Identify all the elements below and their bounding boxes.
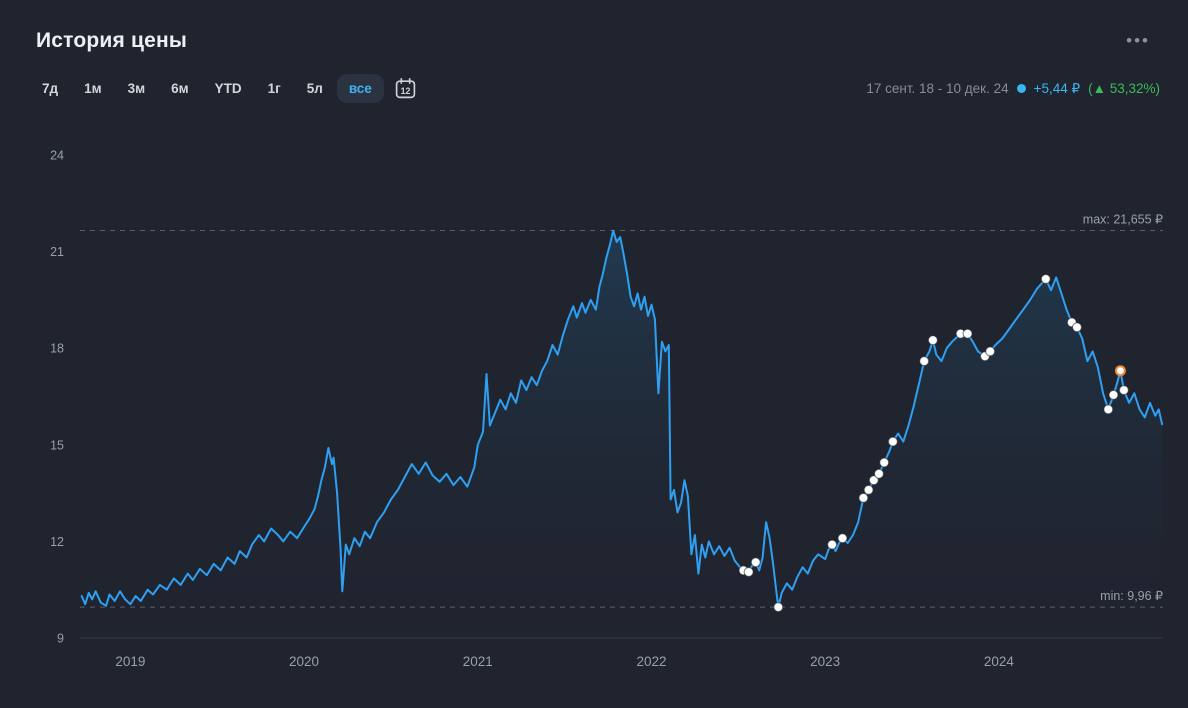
card-header: История цены •••	[0, 0, 1188, 55]
dividend-marker[interactable]	[1040, 273, 1051, 285]
x-axis-label: 2019	[115, 654, 145, 669]
dividend-marker[interactable]	[750, 557, 761, 568]
y-axis-label: 12	[50, 535, 64, 549]
page-title: История цены	[36, 28, 188, 52]
date-range-label: 17 сент. 18 - 10 дек. 24	[866, 81, 1009, 96]
period-button-7д[interactable]: 7д	[30, 74, 70, 104]
dividend-marker[interactable]	[985, 346, 996, 357]
dividend-marker[interactable]	[1118, 385, 1130, 396]
dividend-marker[interactable]	[1071, 322, 1083, 333]
dividend-marker[interactable]	[887, 436, 899, 447]
x-axis-label: 2021	[463, 654, 493, 669]
more-menu-button[interactable]: •••	[1124, 26, 1152, 55]
y-axis-label: 21	[50, 245, 64, 259]
dividend-marker[interactable]	[826, 539, 838, 550]
x-axis-label: 2020	[289, 654, 319, 669]
dividend-marker[interactable]	[858, 492, 869, 503]
dividend-marker[interactable]	[919, 356, 930, 367]
price-chart[interactable]: max: 21,655 ₽ min: 9,96 ₽ 24 21 18 15 12 9 2019 2…	[0, 118, 1188, 708]
period-button-3м[interactable]: 3м	[116, 74, 158, 104]
y-axis-label: 9	[57, 632, 64, 646]
dividend-marker[interactable]	[927, 335, 939, 346]
x-axis-label: 2023	[810, 654, 840, 669]
dividend-marker-highlight[interactable]	[1114, 365, 1126, 377]
x-axis-label: 2022	[636, 654, 666, 669]
more-icon: •••	[1126, 31, 1150, 50]
dividend-marker[interactable]	[879, 457, 890, 468]
dividend-marker[interactable]	[773, 602, 784, 613]
dividend-marker[interactable]	[962, 328, 973, 339]
chart-toolbar: 7д 1м 3м 6м YTD 1г 5л все 12 17 сент. 18 - 10 д…	[0, 55, 1188, 104]
price-change-percent: (▲ 53,32%)	[1088, 81, 1160, 96]
dividend-marker[interactable]	[1103, 404, 1114, 415]
dividend-marker[interactable]	[873, 468, 885, 479]
period-selector: 7д 1м 3м 6м YTD 1г 5л все	[30, 73, 384, 104]
min-label: min: 9,96 ₽	[1100, 589, 1163, 603]
price-dot-icon	[1016, 84, 1026, 93]
period-button-5л[interactable]: 5л	[295, 74, 335, 104]
dividend-marker[interactable]	[1108, 389, 1119, 400]
price-area-fill	[81, 230, 1163, 638]
calendar-day-label: 12	[400, 86, 410, 96]
y-axis-label: 18	[50, 342, 64, 356]
calendar-button[interactable]: 12	[388, 73, 423, 104]
dividend-marker[interactable]	[863, 484, 874, 495]
dividend-marker[interactable]	[743, 566, 754, 578]
period-button-6м[interactable]: 6м	[159, 74, 201, 104]
period-button-все[interactable]: все	[336, 73, 384, 104]
y-axis-label: 15	[50, 438, 64, 452]
period-button-1м[interactable]: 1м	[72, 74, 114, 104]
y-axis-label: 24	[50, 149, 64, 163]
period-button-YTD[interactable]: YTD	[203, 74, 254, 104]
dividend-marker[interactable]	[837, 533, 848, 544]
x-axis-label: 2024	[984, 654, 1015, 669]
period-button-1г[interactable]: 1г	[256, 74, 293, 104]
price-summary: 17 сент. 18 - 10 дек. 24 +5,44 ₽ (▲ 53,3…	[866, 81, 1160, 97]
calendar-icon: 12	[395, 78, 416, 99]
price-change-absolute: +5,44 ₽	[1033, 80, 1081, 96]
max-label: max: 21,655 ₽	[1083, 213, 1163, 227]
